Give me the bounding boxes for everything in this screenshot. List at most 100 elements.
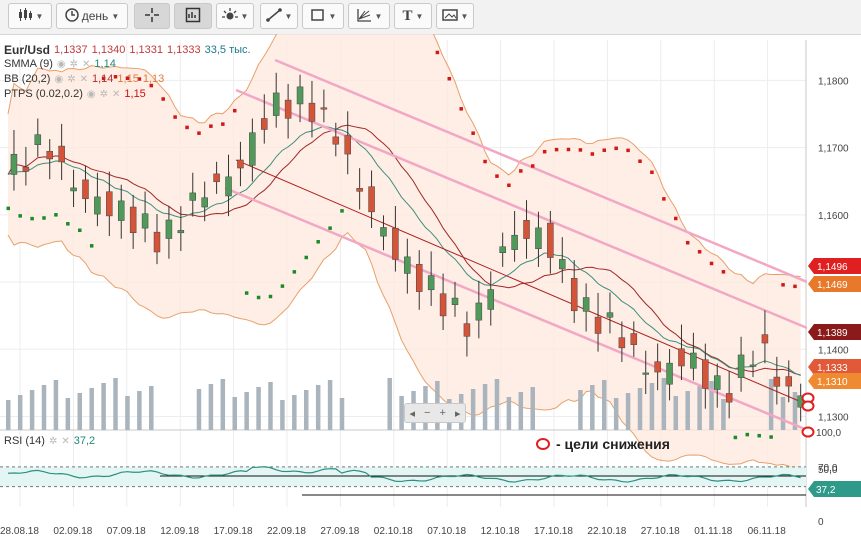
close-icon[interactable]: ✕: [82, 58, 91, 70]
candle-body: [225, 176, 232, 197]
close-icon[interactable]: ✕: [61, 435, 70, 447]
chart-type-button[interactable]: ▼: [8, 3, 52, 29]
volume-bar: [65, 398, 71, 430]
fib-tool-button[interactable]: ▼: [348, 3, 390, 29]
candle-body: [284, 99, 292, 119]
style-button[interactable]: ▼: [216, 3, 254, 29]
eye-icon[interactable]: ◉: [54, 73, 64, 85]
candle-body: [761, 334, 769, 344]
price-tick-label: 1,1700: [818, 144, 849, 155]
scroll-left-icon[interactable]: ◂: [409, 407, 416, 420]
gear-icon[interactable]: ✲: [99, 88, 108, 100]
targets-legend: - цели снижения: [536, 436, 670, 452]
line-tool-button[interactable]: ▼: [260, 3, 298, 29]
eye-icon[interactable]: ◉: [86, 88, 96, 100]
scroll-right-icon[interactable]: ▸: [454, 407, 461, 420]
zoom-control[interactable]: ◂ − + ▸: [404, 403, 466, 423]
candle: [642, 350, 649, 395]
date-tick-label: 28.08.18: [0, 526, 39, 537]
volume-bar: [339, 398, 345, 430]
psar-dot: [209, 124, 213, 128]
zoom-in-button[interactable]: +: [439, 407, 446, 419]
psar-dot: [685, 240, 690, 245]
rect-tool-button[interactable]: ▼: [302, 3, 344, 29]
rsi-legend[interactable]: RSI (14) ✲ ✕ 37,2: [4, 435, 95, 447]
image-tool-button[interactable]: ▼: [436, 3, 474, 29]
candle-body: [70, 187, 77, 192]
candle-body: [463, 323, 471, 337]
date-tick-label: 12.09.18: [160, 526, 199, 537]
sun-icon: [221, 7, 238, 25]
candle: [451, 281, 459, 317]
chevron-down-icon: ▼: [35, 11, 44, 21]
psar-dot: [54, 213, 58, 217]
indicator-smma[interactable]: SMMA (9) ◉ ✲ ✕ 1,14: [4, 58, 116, 70]
volume-bar: [780, 397, 786, 430]
candle: [380, 215, 387, 251]
candle-body: [606, 312, 614, 318]
indicator-button[interactable]: [174, 3, 212, 29]
volume-bar: [530, 387, 535, 430]
volume-bar: [602, 380, 607, 430]
candle-body: [678, 348, 685, 367]
gear-icon[interactable]: ✲: [69, 58, 79, 70]
psar-dot: [530, 164, 535, 168]
candle: [368, 170, 375, 229]
close-icon[interactable]: ✕: [112, 88, 121, 100]
indicator-bb[interactable]: BB (20,2) ◉ ✲ ✕ 1,14 1,15 1,13: [4, 73, 164, 85]
date-tick-label: 17.10.18: [534, 526, 573, 537]
volume-bar: [125, 396, 130, 430]
candle-body: [237, 159, 244, 169]
candle: [165, 205, 173, 259]
price-tick-label: 1,1300: [818, 413, 849, 424]
candle: [582, 283, 590, 332]
volume-bar: [53, 380, 59, 430]
indicator-value: 1,13: [142, 73, 165, 85]
volume-bar: [387, 378, 392, 430]
date-tick-label: 06.11.18: [748, 526, 787, 537]
price-flag-label: 1,1469: [817, 280, 848, 291]
candle: [666, 348, 673, 401]
date-tick-label: 27.09.18: [320, 526, 359, 537]
price-chart[interactable]: 1,18001,17001,16001,15001,14001,1300100,…: [0, 34, 861, 541]
period-button[interactable]: день ▼: [56, 3, 128, 29]
gear-icon[interactable]: ✲: [48, 435, 58, 447]
eye-icon[interactable]: ◉: [56, 58, 66, 70]
chevron-down-icon: ▼: [415, 11, 424, 21]
rsi-flag: [808, 481, 861, 497]
psar-dot: [495, 174, 499, 178]
candle-body: [249, 132, 256, 166]
text-tool-button[interactable]: T ▼: [394, 3, 432, 29]
psar-dot: [256, 295, 261, 300]
volume-bar: [649, 383, 655, 430]
psar-dot: [566, 147, 571, 152]
psar-dot: [6, 206, 10, 211]
fib-tool-icon: [356, 8, 372, 25]
bollinger-bands: [7, 34, 801, 474]
candle-body: [272, 92, 280, 116]
date-tick-label: 07.09.18: [107, 526, 146, 537]
price-flag-label: 1,1333: [817, 363, 848, 374]
volume-bar: [137, 391, 142, 430]
price-flag-label: 1,1496: [817, 262, 848, 273]
psar-dot: [304, 255, 308, 260]
volume-bar: [518, 392, 524, 430]
target-circle: [801, 400, 815, 412]
parabolic-sar: [6, 50, 797, 440]
volume-bar: [304, 390, 309, 430]
candle-body: [308, 102, 316, 122]
candle-body: [713, 375, 721, 390]
zoom-out-button[interactable]: −: [424, 407, 431, 419]
volume-bar: [470, 389, 476, 430]
indicator-ptps[interactable]: PTPS (0.02,0.2) ◉ ✲ ✕ 1,15: [4, 88, 146, 100]
volume-value: 33,5 тыс.: [204, 44, 251, 56]
candle-body: [320, 107, 328, 110]
candle: [737, 336, 745, 392]
psar-dot: [483, 159, 487, 164]
crosshair-button[interactable]: [134, 3, 170, 29]
psar-dot: [650, 170, 654, 175]
psar-dot: [554, 147, 559, 152]
close-icon[interactable]: ✕: [79, 73, 88, 85]
psar-dot: [244, 291, 249, 295]
gear-icon[interactable]: ✲: [67, 73, 76, 85]
